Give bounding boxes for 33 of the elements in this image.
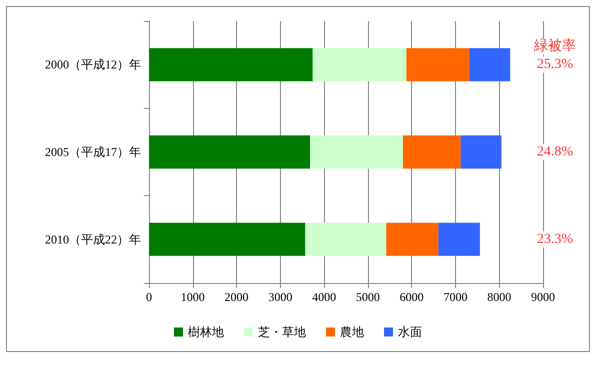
y-tick-label: 2000（平成12）年 <box>45 58 141 72</box>
x-tick-label: 6000 <box>400 290 424 304</box>
legend-label: 樹林地 <box>188 325 224 339</box>
x-tick-label: 0 <box>146 290 152 304</box>
bar <box>312 48 406 82</box>
x-tick-label: 8000 <box>487 290 512 304</box>
bar <box>406 48 470 82</box>
x-tick-label: 3000 <box>268 290 292 304</box>
bar <box>438 222 480 256</box>
y-tick-label: 2010（平成22）年 <box>45 232 141 246</box>
bar <box>305 222 386 256</box>
x-tick-label: 9000 <box>531 290 555 304</box>
x-tick-label: 7000 <box>443 290 468 304</box>
bar <box>310 135 403 169</box>
bar <box>386 222 438 256</box>
legend-label: 芝・草地 <box>258 325 306 339</box>
x-tick-label: 1000 <box>180 290 205 304</box>
bar <box>149 135 310 169</box>
bar <box>402 135 461 169</box>
annotation: 緑被率 <box>533 38 576 54</box>
x-tick-label: 2000 <box>224 290 249 304</box>
legend-label: 農地 <box>340 325 364 339</box>
annotation: 25.3% <box>536 57 574 72</box>
bar <box>460 135 502 169</box>
bar <box>149 222 306 256</box>
legend-label: 水面 <box>398 325 422 339</box>
bar <box>149 48 313 82</box>
y-tick-label: 2005（平成17）年 <box>45 145 141 159</box>
annotation: 24.8% <box>536 144 574 160</box>
annotation: 23.3% <box>536 232 574 247</box>
x-tick-label: 4000 <box>312 290 336 304</box>
x-tick-label: 5000 <box>356 290 380 304</box>
bar <box>469 48 510 82</box>
